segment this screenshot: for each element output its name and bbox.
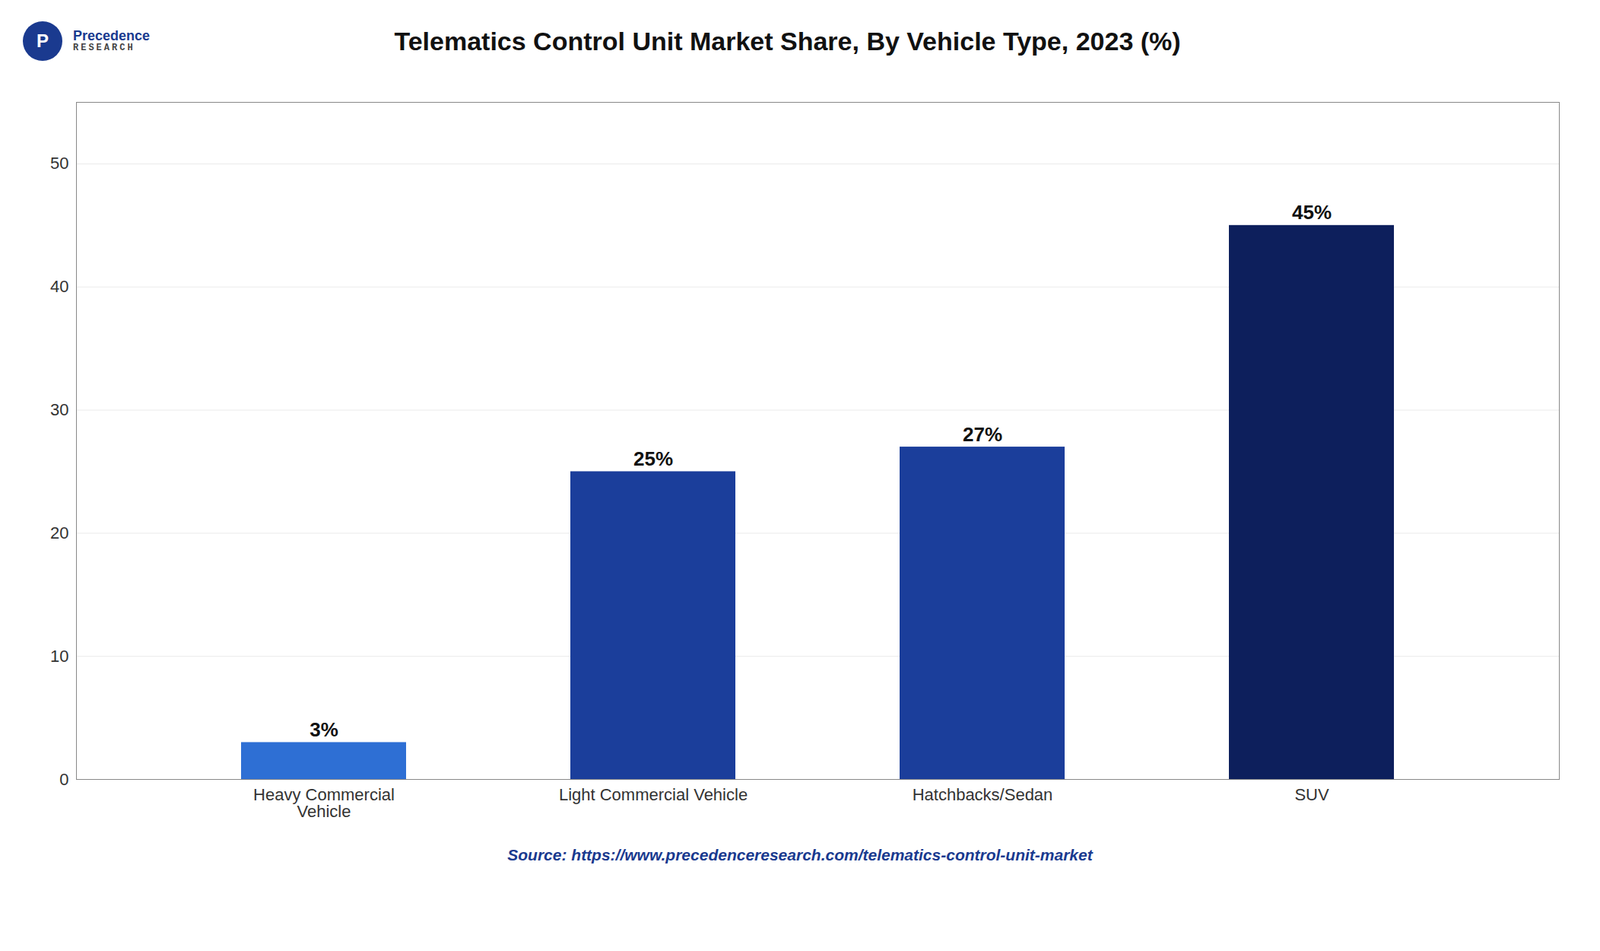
svg-text:0: 0	[59, 769, 69, 789]
svg-text:40: 40	[50, 276, 69, 296]
svg-text:3%: 3%	[309, 717, 339, 741]
html-text:Telematics Control Unit Market: Telematics Control Unit Market Share, By…	[394, 26, 1181, 56]
svg-text:SUV: SUV	[1294, 784, 1330, 804]
svg-text:27%: 27%	[962, 422, 1003, 446]
html-text:Source: https://www.precedence: Source: https://www.precedenceresearch.c…	[507, 845, 1093, 864]
svg-text:30: 30	[50, 400, 69, 420]
svg-text:Light Commercial Vehicle: Light Commercial Vehicle	[558, 784, 748, 804]
svg-text:50: 50	[50, 153, 69, 173]
svg-text:10: 10	[50, 646, 69, 666]
svg-text:20: 20	[50, 523, 69, 543]
svg-text:Heavy CommercialVehicle: Heavy CommercialVehicle	[253, 784, 395, 821]
svg-text:25%: 25%	[633, 447, 674, 470]
html-text:Precedence: Precedence	[73, 27, 150, 44]
svg-text:Hatchbacks/Sedan: Hatchbacks/Sedan	[912, 784, 1054, 804]
svg-text:45%: 45%	[1292, 200, 1332, 224]
html-text:P: P	[36, 30, 49, 51]
html-text:RESEARCH: RESEARCH	[73, 42, 136, 54]
